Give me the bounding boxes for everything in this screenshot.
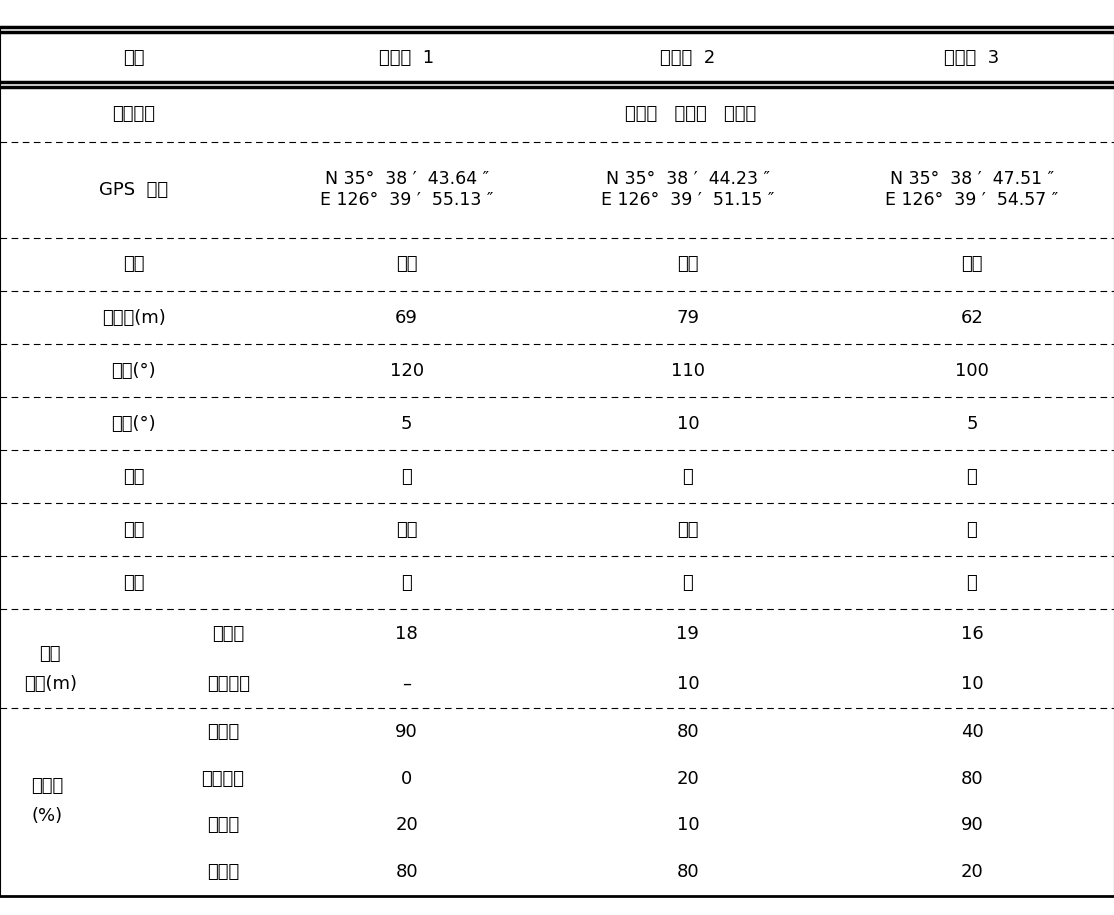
Text: 약: 약 xyxy=(401,468,412,486)
Text: 80: 80 xyxy=(676,864,700,881)
Text: 80: 80 xyxy=(960,770,984,788)
Text: N 35°  38 ′  44.23 ″
E 126°  39 ′  51.15 ″: N 35° 38 ′ 44.23 ″ E 126° 39 ′ 51.15 ″ xyxy=(602,170,774,210)
Text: 지형: 지형 xyxy=(123,255,145,274)
Text: 구분: 구분 xyxy=(123,49,145,68)
Text: 80: 80 xyxy=(395,864,418,881)
Text: 습도: 습도 xyxy=(123,521,145,539)
Text: 62: 62 xyxy=(960,308,984,327)
Text: 수고(m): 수고(m) xyxy=(23,675,77,694)
Text: 10: 10 xyxy=(676,816,700,834)
Text: 40: 40 xyxy=(960,723,984,740)
Text: 18: 18 xyxy=(395,625,418,643)
Text: 80: 80 xyxy=(676,723,700,740)
Text: 20: 20 xyxy=(960,864,984,881)
Text: 10: 10 xyxy=(960,674,984,693)
Text: 사면: 사면 xyxy=(677,255,698,274)
Text: 사면: 사면 xyxy=(961,255,983,274)
Text: 조사장소: 조사장소 xyxy=(113,105,155,124)
Text: –: – xyxy=(402,674,411,693)
Text: 교목층: 교목층 xyxy=(213,625,244,643)
Text: 79: 79 xyxy=(676,308,700,327)
Text: 일광: 일광 xyxy=(123,574,145,592)
Text: N 35°  38 ′  47.51 ″
E 126°  39 ′  54.57 ″: N 35° 38 ′ 47.51 ″ E 126° 39 ′ 54.57 ″ xyxy=(886,170,1058,210)
Text: GPS  좌표: GPS 좌표 xyxy=(99,181,168,199)
Text: 평균: 평균 xyxy=(39,645,61,663)
Text: 건: 건 xyxy=(967,521,977,539)
Text: 사면: 사면 xyxy=(395,255,418,274)
Text: 약: 약 xyxy=(967,468,977,486)
Text: 10: 10 xyxy=(676,674,700,693)
Text: 지피층: 지피층 xyxy=(207,864,238,881)
Text: 약: 약 xyxy=(683,468,693,486)
Text: 110: 110 xyxy=(671,361,705,380)
Text: 표준지  2: 표준지 2 xyxy=(661,49,715,68)
Text: 120: 120 xyxy=(390,361,423,380)
Text: 양: 양 xyxy=(401,574,412,592)
Text: 표준지  1: 표준지 1 xyxy=(379,49,434,68)
Text: 90: 90 xyxy=(395,723,418,740)
Text: 부안군   상서면   감교리: 부안군 상서면 감교리 xyxy=(625,105,756,124)
Text: 90: 90 xyxy=(960,816,984,834)
Text: 표준지  3: 표준지 3 xyxy=(945,49,999,68)
Text: (%): (%) xyxy=(31,807,62,824)
Text: 방위(°): 방위(°) xyxy=(111,361,156,380)
Text: 아교목층: 아교목층 xyxy=(202,770,244,788)
Text: 아교목층: 아교목층 xyxy=(207,674,250,693)
Text: 20: 20 xyxy=(395,816,418,834)
Text: 100: 100 xyxy=(955,361,989,380)
Text: 0: 0 xyxy=(401,770,412,788)
Text: 20: 20 xyxy=(676,770,700,788)
Text: 해발고(m): 해발고(m) xyxy=(101,308,166,327)
Text: 16: 16 xyxy=(960,625,984,643)
Text: 5: 5 xyxy=(401,414,412,433)
Text: 5: 5 xyxy=(966,414,978,433)
Text: 양: 양 xyxy=(683,574,693,592)
Text: 19: 19 xyxy=(676,625,700,643)
Text: 약습: 약습 xyxy=(395,521,418,539)
Text: N 35°  38 ′  43.64 ″
E 126°  39 ′  55.13 ″: N 35° 38 ′ 43.64 ″ E 126° 39 ′ 55.13 ″ xyxy=(320,170,494,210)
Text: 약습: 약습 xyxy=(677,521,698,539)
Text: 양: 양 xyxy=(967,574,977,592)
Text: 69: 69 xyxy=(395,308,418,327)
Text: 식피율: 식피율 xyxy=(31,777,62,794)
Text: 바람: 바람 xyxy=(123,468,145,486)
Text: 경사(°): 경사(°) xyxy=(111,414,156,433)
Text: 관목층: 관목층 xyxy=(207,816,238,834)
Text: 10: 10 xyxy=(676,414,700,433)
Text: 교목층: 교목층 xyxy=(207,723,238,740)
